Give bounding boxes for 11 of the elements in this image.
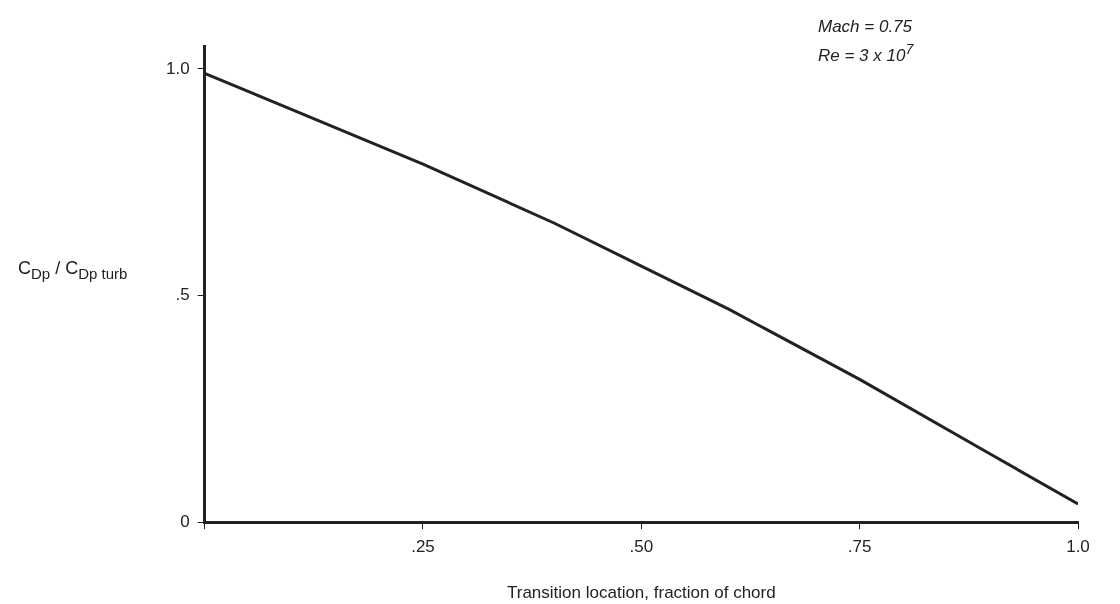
x-tick-label: 1.0 (1066, 537, 1090, 557)
x-tick-label: .25 (411, 537, 435, 557)
annotation: Re = 3 x 10$^{7}$ (818, 40, 914, 67)
y-tick-label: 0 (180, 511, 190, 531)
x-tick-label: .75 (847, 537, 872, 557)
y-tick-label: .5 (175, 285, 190, 305)
x-axis-title: Transition location, fraction of chord (506, 583, 776, 603)
y-axis-title: C$_{Dp}$ / C$_{Dp turb}$ (18, 258, 128, 282)
y-tick-label: 1.0 (165, 58, 190, 78)
text: Mach = 0.75 (818, 16, 914, 38)
x-tick-label: .50 (629, 537, 654, 557)
